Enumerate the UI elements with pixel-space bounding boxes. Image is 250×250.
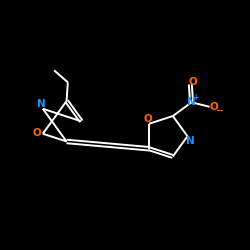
Text: +: + — [192, 93, 199, 102]
Text: N: N — [186, 136, 195, 146]
Text: O: O — [144, 114, 152, 124]
Text: −: − — [214, 106, 222, 115]
Text: O: O — [210, 102, 218, 112]
Text: N: N — [187, 97, 196, 107]
Text: O: O — [189, 77, 198, 87]
Text: O: O — [33, 128, 42, 138]
Text: N: N — [37, 99, 46, 109]
